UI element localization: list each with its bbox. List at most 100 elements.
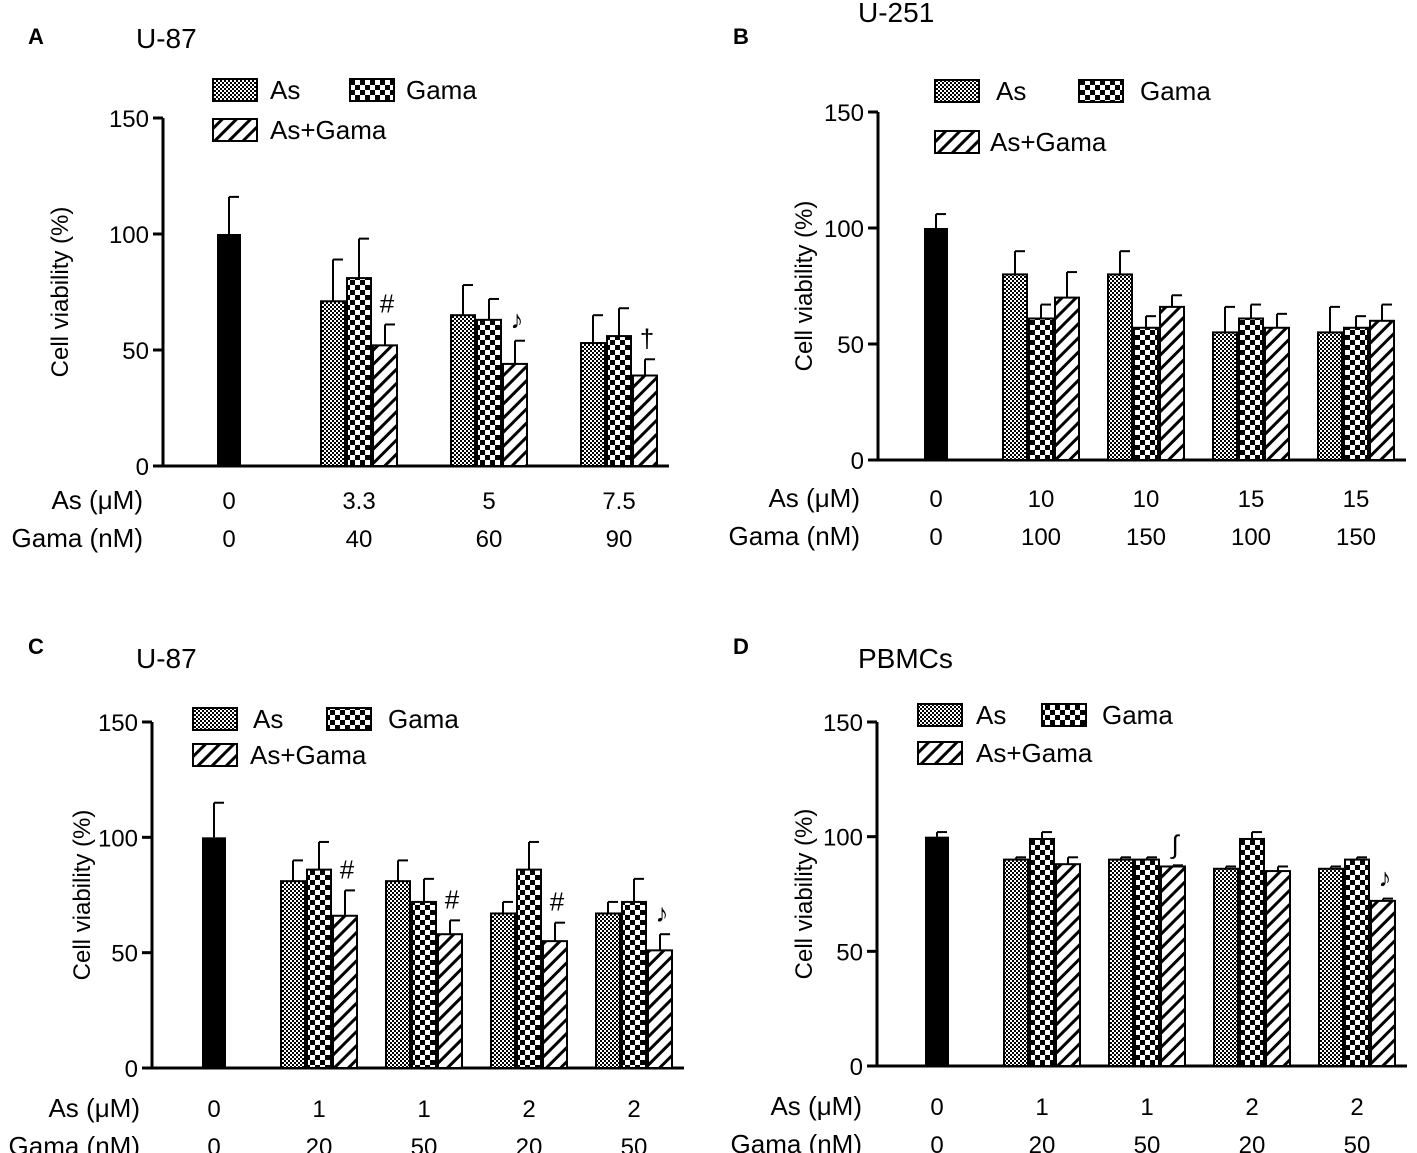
- bar-control: [925, 836, 949, 1066]
- bar-gama: [476, 318, 502, 467]
- x-label-as: 10: [1028, 486, 1055, 513]
- y-tick-label: 0: [136, 454, 149, 481]
- x-label-gama: 20: [306, 1134, 333, 1153]
- significance-marker: #: [340, 854, 355, 884]
- bar-gama: [306, 868, 332, 1069]
- bar-gama: [1133, 326, 1159, 462]
- x-label-as: 5: [482, 488, 495, 515]
- panel-c-title: U-87: [136, 643, 197, 674]
- y-tick-label: 50: [111, 941, 138, 968]
- x-label-as: 1: [1140, 1094, 1153, 1121]
- legend-swatch-as-gama: [917, 741, 963, 765]
- bar-gama: [1343, 326, 1369, 462]
- x-label-gama: 90: [606, 526, 633, 553]
- row-label-as: As (μM): [770, 1091, 862, 1121]
- x-label-as: 7.5: [602, 488, 635, 515]
- significance-marker: †: [640, 323, 654, 353]
- legend-swatch-gama: [326, 707, 372, 731]
- row-label-gama: Gama (nM): [9, 1131, 140, 1153]
- legend-swatch-gama: [1078, 79, 1124, 103]
- legend-label-as-gama: As+Gama: [990, 127, 1107, 157]
- x-label-as: 0: [930, 1094, 943, 1121]
- legend-label-as: As: [996, 76, 1026, 106]
- legend-label-as-gama: As+Gama: [270, 115, 387, 145]
- x-label-gama: 40: [346, 526, 373, 553]
- legend-label-gama: Gama: [388, 704, 459, 734]
- x-label-gama: 20: [516, 1134, 543, 1153]
- bar-as: [1107, 273, 1133, 461]
- x-label-as: 2: [1245, 1094, 1258, 1121]
- y-tick-label: 100: [824, 216, 864, 243]
- y-tick-label: 150: [109, 106, 149, 133]
- bar-as-gama: [1265, 870, 1291, 1067]
- x-label-as: 1: [417, 1096, 430, 1123]
- bar-as-gama: [542, 940, 568, 1070]
- x-label-as: 2: [627, 1096, 640, 1123]
- x-label-gama: 50: [1134, 1132, 1161, 1153]
- y-tick-label: 100: [109, 222, 149, 249]
- x-label-as: 15: [1238, 486, 1265, 513]
- bar-gama: [1239, 837, 1265, 1068]
- bar-as: [1317, 331, 1343, 461]
- panel-c-letter: C: [28, 634, 44, 659]
- x-label-as: 0: [207, 1096, 220, 1123]
- legend-swatch-gama: [349, 78, 395, 102]
- row-label-as: As (μM): [48, 1093, 140, 1123]
- x-label-as: 3.3: [342, 488, 375, 515]
- x-label-as: 10: [1133, 486, 1160, 513]
- bar-as-gama: [1159, 305, 1185, 461]
- bar-as-gama: [1054, 296, 1080, 461]
- x-label-gama: 50: [621, 1134, 648, 1153]
- significance-marker: #: [550, 887, 565, 917]
- bar-as: [280, 880, 306, 1069]
- legend-swatch-as-gama: [934, 130, 980, 154]
- bar-gama: [1029, 837, 1055, 1068]
- legend-label-as: As: [253, 704, 283, 734]
- x-label-gama: 150: [1126, 524, 1166, 551]
- bar-gama: [1344, 858, 1370, 1067]
- x-label-gama: 100: [1021, 524, 1061, 551]
- y-tick-label: 0: [851, 448, 864, 475]
- y-tick-label: 100: [98, 825, 138, 852]
- significance-marker: #: [380, 288, 395, 318]
- bar-as: [385, 880, 411, 1069]
- bar-as: [1212, 331, 1238, 461]
- bar-gama: [606, 335, 632, 467]
- legend-swatch-as: [192, 707, 238, 731]
- x-label-gama: 20: [1239, 1132, 1266, 1153]
- legend-swatch-as-gama: [192, 743, 238, 767]
- bar-as-gama: [647, 949, 673, 1069]
- x-label-as: 0: [929, 486, 942, 513]
- bar-gama: [1134, 858, 1160, 1067]
- x-label-gama: 0: [207, 1134, 220, 1153]
- x-label-gama: 50: [1344, 1132, 1371, 1153]
- bar-control: [217, 234, 241, 466]
- x-label-gama: 20: [1029, 1132, 1056, 1153]
- y-tick-label: 50: [837, 332, 864, 359]
- bar-as: [580, 342, 606, 468]
- bar-gama: [1028, 317, 1054, 462]
- y-tick-label: 150: [823, 710, 863, 737]
- legend-label-gama: Gama: [1140, 76, 1211, 106]
- bar-as-gama: [437, 933, 463, 1069]
- bar-as-gama: [1370, 899, 1396, 1067]
- legend-swatch-as: [934, 79, 980, 103]
- y-tick-label: 50: [836, 939, 863, 966]
- x-label-as: 15: [1343, 486, 1370, 513]
- bar-as: [1108, 858, 1134, 1067]
- x-label-gama: 0: [222, 526, 235, 553]
- bar-as: [1318, 867, 1344, 1067]
- x-label-gama: 50: [411, 1134, 438, 1153]
- bar-control: [202, 837, 226, 1068]
- bar-as-gama: [372, 344, 398, 467]
- bar-as-gama: [502, 362, 528, 468]
- bar-as: [1213, 867, 1239, 1067]
- panel-a-title: U-87: [136, 23, 197, 54]
- significance-marker: ∫: [1169, 829, 1180, 859]
- row-label-gama: Gama (nM): [731, 1129, 862, 1153]
